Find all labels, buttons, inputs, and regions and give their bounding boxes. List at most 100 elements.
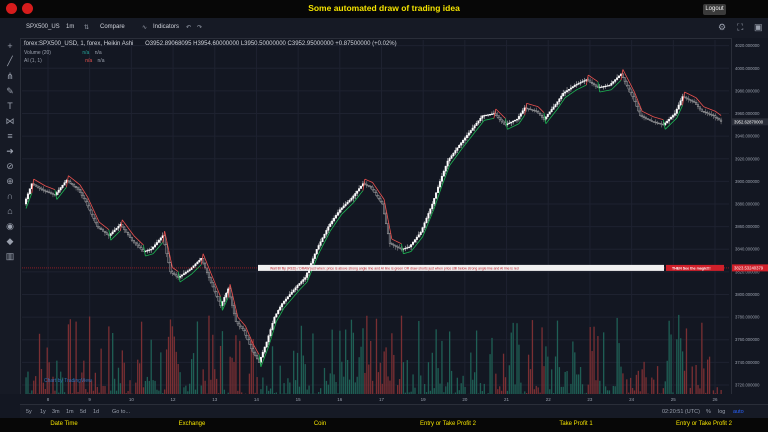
settings-gear-icon[interactable]: ⚙: [718, 22, 727, 32]
candle-body: [512, 120, 515, 123]
crosshair-icon[interactable]: +: [7, 41, 13, 51]
volume-bar: [100, 348, 102, 394]
volume-bar: [703, 368, 705, 394]
volume-bar: [92, 390, 95, 394]
ai-line-segment: [466, 139, 470, 143]
ai-line-segment: [416, 241, 420, 245]
ai-line-segment: [347, 206, 350, 209]
range-5y-button[interactable]: 5y: [26, 409, 32, 415]
volume-bar: [612, 385, 614, 394]
ai-line-segment: [385, 209, 389, 220]
ai-line-segment: [33, 178, 36, 181]
log-scale-button[interactable]: log: [718, 409, 726, 415]
ai-line-segment: [351, 202, 354, 206]
snapshot-camera-icon[interactable]: ▣: [754, 22, 763, 32]
range-5d-button[interactable]: 5d: [80, 409, 87, 415]
compare-button[interactable]: Compare: [100, 24, 125, 30]
magnet-icon[interactable]: ∩: [6, 191, 14, 201]
range-3m-button[interactable]: 3m: [52, 409, 60, 415]
fullscreen-icon[interactable]: ⛶: [737, 22, 744, 32]
zoom-icon[interactable]: ⊕: [6, 176, 14, 186]
candle-body: [415, 236, 418, 240]
undo-icon[interactable]: ↶: [186, 25, 192, 31]
brush-icon[interactable]: ✎: [6, 86, 14, 96]
ai-line-segment: [268, 340, 271, 347]
ai-line-segment: [676, 113, 680, 119]
ai-line-segment: [25, 203, 29, 209]
footer-coin[interactable]: Coin: [313, 421, 327, 427]
pitchfork-icon[interactable]: ⋔: [6, 71, 14, 81]
footer-date-time[interactable]: Date Time: [50, 421, 78, 427]
ai-line-segment: [372, 182, 375, 186]
footer-take-profit-1[interactable]: Take Profit 1: [559, 421, 593, 427]
indicators-button[interactable]: Indicators: [153, 24, 180, 30]
ai-line-segment: [647, 113, 651, 116]
percent-scale-button[interactable]: %: [706, 409, 711, 415]
indicators-icon[interactable]: ∿: [142, 25, 148, 31]
ai-line-segment: [445, 170, 449, 176]
candle-body: [283, 301, 286, 304]
symbol-search[interactable]: SPX500_US: [26, 24, 60, 30]
ai-line-segment: [139, 241, 142, 244]
trash-icon[interactable]: ▥: [5, 251, 15, 261]
candle-body: [533, 109, 536, 112]
ai-line-segment: [539, 108, 543, 111]
goto-button[interactable]: Go to...: [112, 409, 131, 415]
ai-legend[interactable]: AI (1, 1) n/a n/a: [24, 58, 104, 64]
ai-line-segment: [570, 92, 574, 95]
volume-legend[interactable]: Volume (20) n/a n/a: [24, 50, 102, 56]
price-scale[interactable]: [731, 38, 768, 394]
price-tick-label: 3980.000000: [735, 88, 760, 93]
volume-bar: [653, 379, 655, 394]
auto-scale-button[interactable]: auto: [733, 409, 744, 415]
footer-entry-tp2-b[interactable]: Entry or Take Profit 2: [676, 421, 732, 427]
tradingview-watermark[interactable]: Chart by TradingView: [44, 378, 92, 384]
range-1d-button[interactable]: 1d: [93, 409, 100, 415]
volume-bar: [35, 376, 37, 394]
volume-bar: [464, 386, 466, 394]
candle-body: [271, 323, 274, 330]
lock-icon[interactable]: ⌂: [7, 206, 13, 216]
eye-icon[interactable]: ◉: [6, 221, 14, 231]
range-1y-button[interactable]: 1y: [40, 409, 46, 415]
ruler-icon[interactable]: ⊘: [6, 161, 14, 171]
volume-bar: [88, 316, 91, 394]
candle-body: [396, 246, 399, 248]
annotation-box[interactable]: [258, 264, 664, 271]
red-app-icon[interactable]: [6, 3, 17, 14]
candle-body: [354, 193, 357, 197]
logout-button[interactable]: Logout: [703, 4, 726, 15]
ai-line-segment: [389, 229, 393, 240]
volume-bar: [448, 331, 451, 394]
ai-line-segment: [252, 344, 256, 348]
candle-body: [390, 243, 393, 245]
volume-bar: [487, 393, 489, 394]
range-1m-button[interactable]: 1m: [66, 409, 74, 415]
volume-bar: [200, 385, 202, 394]
pattern-icon[interactable]: ⋈: [5, 116, 15, 126]
arrow-icon[interactable]: ➜: [6, 146, 14, 156]
timezone-label[interactable]: 02:20:51 (UTC): [662, 409, 700, 415]
layers-icon[interactable]: ◆: [6, 236, 14, 246]
volume-bar: [483, 383, 485, 394]
volume-bar: [192, 353, 195, 394]
candle-body: [433, 198, 436, 205]
annotation-callout-box[interactable]: [666, 264, 724, 271]
candle-body: [42, 189, 45, 191]
red-app-icon-2[interactable]: [22, 3, 33, 14]
footer-exchange[interactable]: Exchange: [178, 421, 206, 427]
footer-entry-tp2[interactable]: Entry or Take Profit 2: [420, 421, 476, 427]
redo-icon[interactable]: ↷: [197, 25, 203, 31]
volume-bar: [512, 322, 514, 394]
interval-selector[interactable]: 1m: [66, 24, 75, 30]
compare-icon[interactable]: ⇅: [84, 25, 90, 31]
volume-bar: [603, 332, 605, 394]
volume-bar: [190, 359, 193, 394]
ai-legend-label: AI (1, 1): [24, 58, 42, 64]
candle-body: [671, 115, 674, 118]
text-tool-icon[interactable]: T: [7, 101, 13, 111]
candle-body: [346, 201, 349, 205]
fib-icon[interactable]: ≡: [7, 131, 13, 141]
trendline-icon[interactable]: ╱: [7, 56, 13, 66]
